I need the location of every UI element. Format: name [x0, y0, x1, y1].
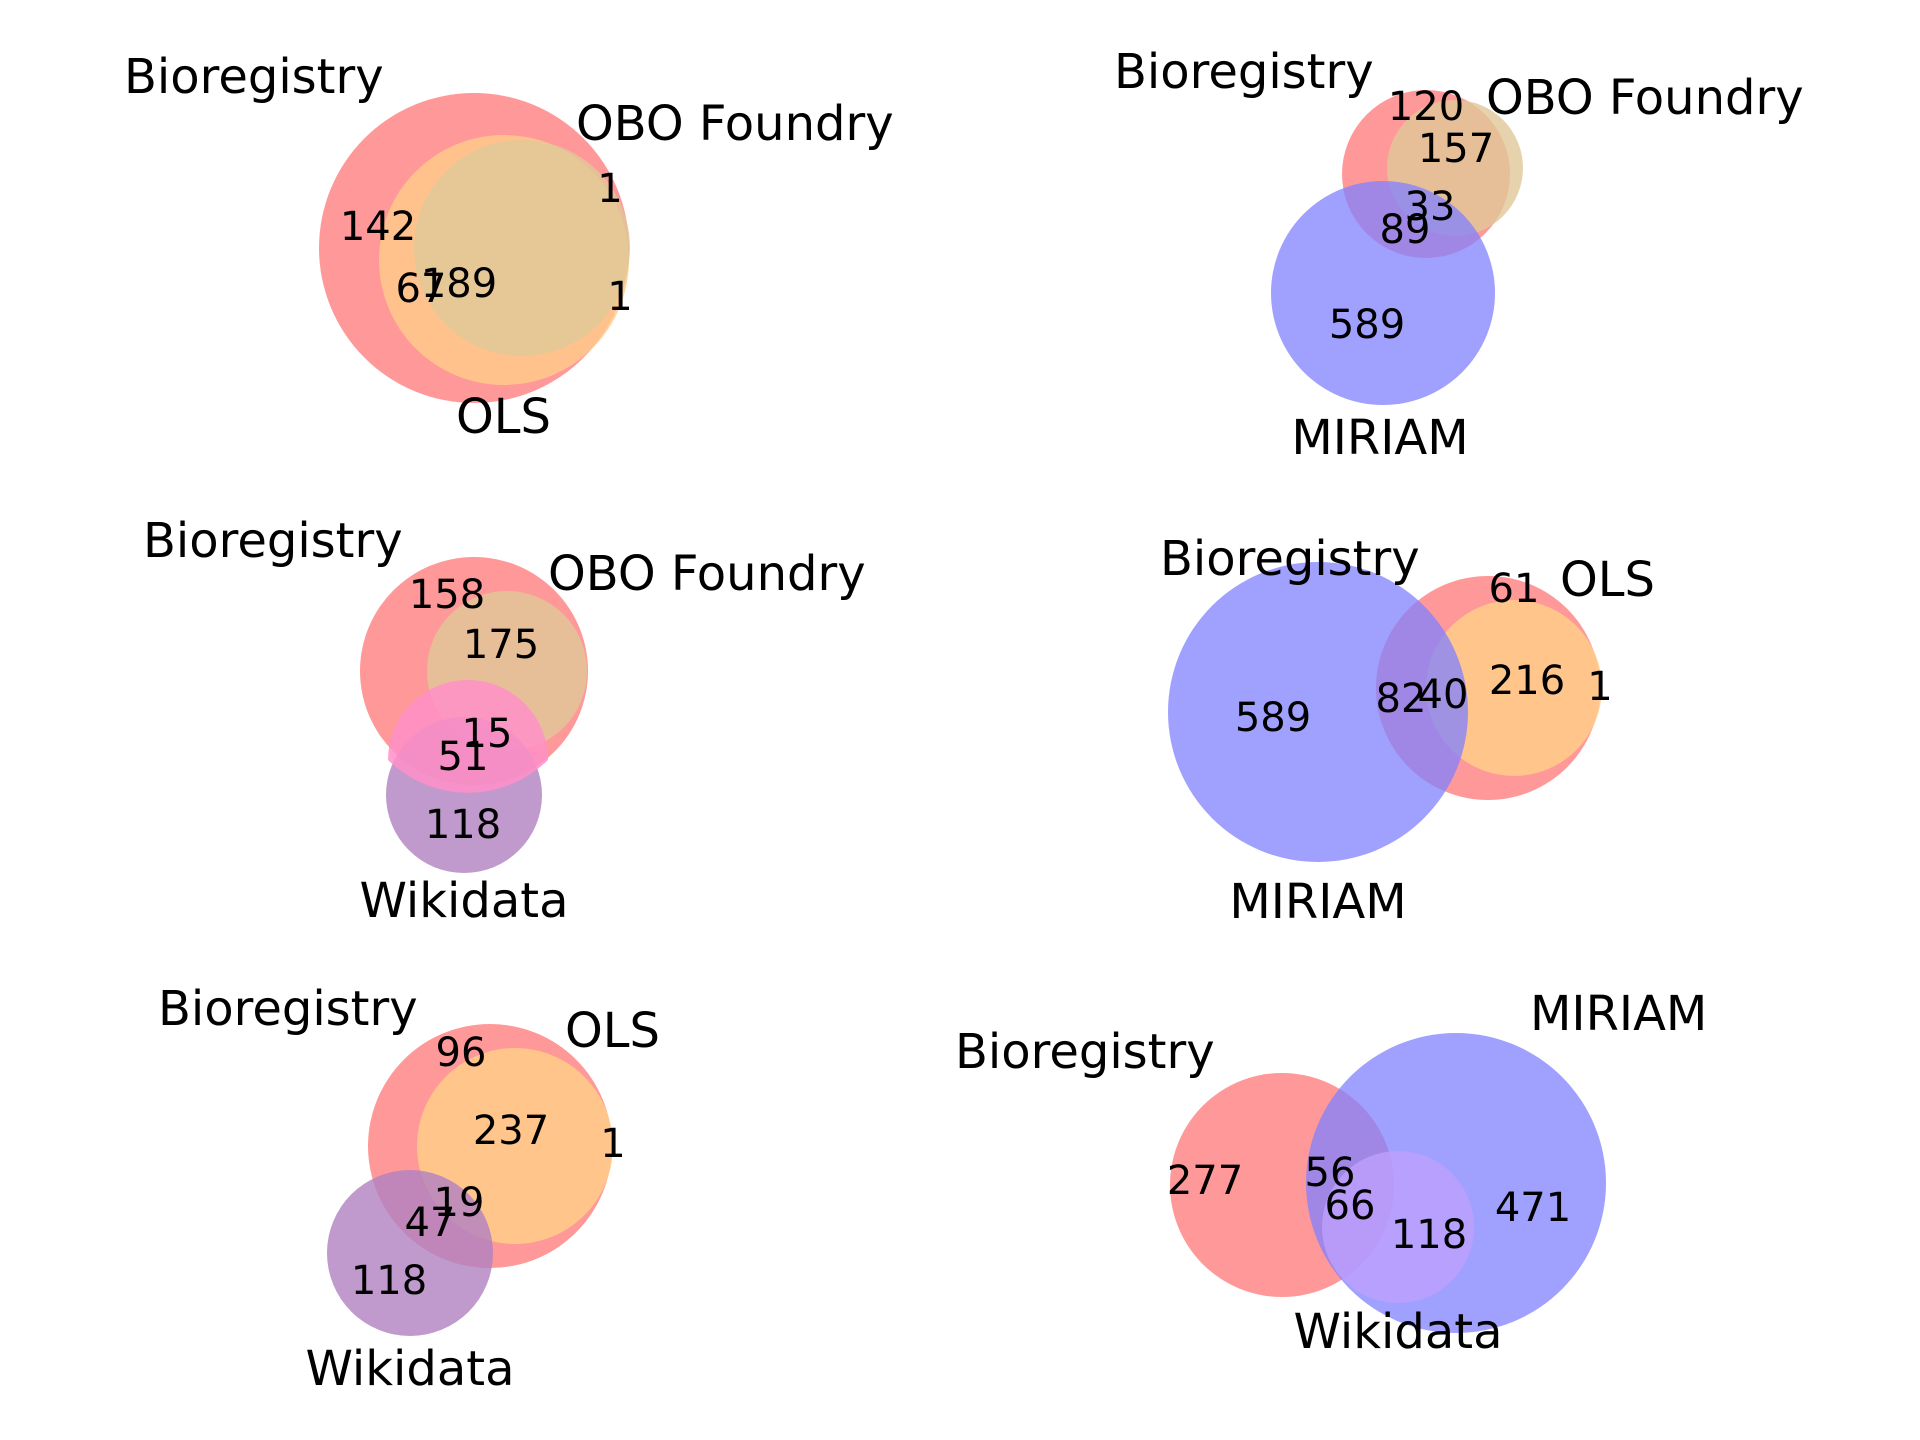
venn-bioregistry-obo-wikidata: Bioregistry OBO Foundry Wikidata 158 175…	[143, 513, 866, 929]
count-bioregistry-obo: 175	[463, 622, 539, 668]
set-label-bioregistry: Bioregistry	[124, 49, 384, 105]
venn-bioregistry-ols-miriam: Bioregistry OLS MIRIAM 61 216 1 82 40 58…	[1160, 531, 1655, 930]
count-bioregistry-miriam: 56	[1305, 1150, 1356, 1196]
count-ols-only: 1	[607, 274, 632, 320]
count-only-miriam: 589	[1235, 695, 1311, 741]
count-miriam-wikidata: 118	[1391, 1212, 1467, 1258]
overlap-bioregistry-wikidata	[388, 680, 548, 793]
count-only-wikidata: 118	[425, 802, 501, 848]
set-label-bioregistry: Bioregistry	[1114, 44, 1374, 100]
count-all-three: 66	[1325, 1183, 1376, 1229]
set-label-bioregistry: Bioregistry	[143, 513, 403, 569]
count-obo-ols-top: 1	[597, 166, 622, 212]
count-bioregistry-obo: 157	[1418, 126, 1494, 172]
count-bioregistry-ols: 216	[1489, 658, 1565, 704]
count-only-bioregistry: 277	[1167, 1158, 1243, 1204]
circle-miriam	[1271, 181, 1495, 405]
count-ols-only: 1	[1587, 664, 1612, 710]
count-bioregistry-wikidata: 47	[405, 1200, 456, 1246]
circle-ols	[1426, 600, 1602, 776]
set-label-bioregistry: Bioregistry	[158, 981, 418, 1037]
count-bioregistry-ols: 67	[396, 266, 447, 312]
count-bioregistry-miriam: 89	[1380, 207, 1431, 253]
count-only-miriam: 471	[1495, 1185, 1571, 1231]
count-only-wikidata: 118	[351, 1258, 427, 1304]
set-label-obo-foundry: OBO Foundry	[576, 96, 894, 152]
count-only-bioregistry: 120	[1388, 84, 1464, 130]
circle-obo-foundry	[414, 140, 630, 356]
circle-wikidata	[1322, 1151, 1474, 1303]
count-all-three: 189	[421, 261, 497, 307]
circle-miriam	[1168, 562, 1468, 862]
venn-bioregistry-obo-ols: Bioregistry OBO Foundry OLS 142 67 189 1…	[124, 49, 894, 445]
count-all-three: 15	[462, 711, 513, 757]
count-ols-only: 1	[600, 1121, 625, 1167]
set-label-bioregistry: Bioregistry	[1160, 531, 1420, 587]
set-label-bioregistry: Bioregistry	[955, 1024, 1215, 1080]
venn-bioregistry-miriam-wikidata: Bioregistry MIRIAM Wikidata 277 56 66 11…	[955, 986, 1707, 1360]
count-bioregistry-ols: 237	[473, 1108, 549, 1154]
set-label-obo-foundry: OBO Foundry	[1486, 70, 1804, 126]
set-label-wikidata: Wikidata	[360, 873, 569, 929]
set-label-wikidata: Wikidata	[306, 1341, 515, 1397]
count-all-three: 40	[1418, 672, 1469, 718]
count-bioregistry-miriam: 82	[1376, 676, 1427, 722]
count-only-bioregistry: 142	[340, 204, 416, 250]
venn-bioregistry-ols-wikidata: Bioregistry OLS Wikidata 96 237 1 19 47 …	[158, 981, 660, 1397]
set-label-miriam: MIRIAM	[1530, 986, 1707, 1042]
circle-wikidata	[327, 1170, 493, 1336]
venn-bioregistry-obo-miriam: Bioregistry OBO Foundry MIRIAM 120 157 3…	[1114, 44, 1804, 466]
count-only-miriam: 589	[1329, 302, 1405, 348]
count-bioregistry-wikidata: 51	[438, 734, 489, 780]
count-all-three: 33	[1405, 184, 1456, 230]
count-only-bioregistry: 96	[436, 1030, 487, 1076]
set-label-ols: OLS	[565, 1003, 660, 1059]
count-all-three: 19	[434, 1180, 485, 1226]
set-label-miriam: MIRIAM	[1291, 410, 1468, 466]
count-only-bioregistry: 158	[409, 572, 485, 618]
set-label-ols: OLS	[1560, 552, 1655, 608]
set-label-wikidata: Wikidata	[1294, 1304, 1503, 1360]
count-only-bioregistry: 61	[1489, 566, 1540, 612]
set-label-obo-foundry: OBO Foundry	[548, 546, 866, 602]
set-label-miriam: MIRIAM	[1229, 874, 1406, 930]
set-label-ols: OLS	[456, 389, 551, 445]
